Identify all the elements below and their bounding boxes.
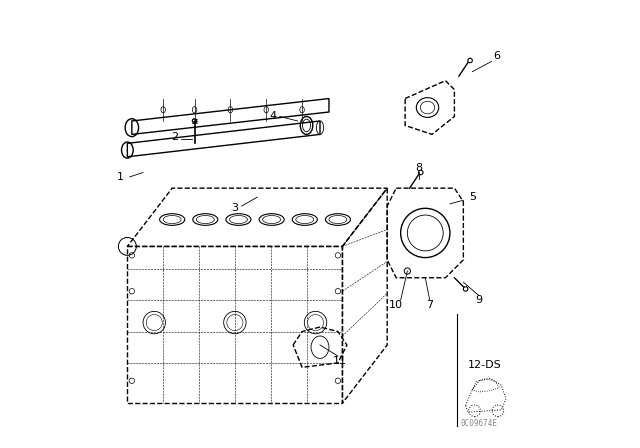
Text: 10: 10 [389, 300, 403, 310]
Text: 5: 5 [469, 192, 476, 202]
Text: 7: 7 [426, 300, 433, 310]
Text: 11: 11 [333, 356, 347, 366]
Text: 6: 6 [493, 51, 500, 61]
Text: 1: 1 [117, 172, 124, 182]
Text: 0C09674E: 0C09674E [461, 419, 497, 428]
Text: 4: 4 [269, 112, 276, 121]
Text: 8: 8 [415, 163, 422, 173]
Text: 2: 2 [171, 132, 178, 142]
Text: 12-DS: 12-DS [468, 360, 502, 370]
Text: 9: 9 [476, 295, 483, 305]
Text: 3: 3 [232, 203, 238, 213]
